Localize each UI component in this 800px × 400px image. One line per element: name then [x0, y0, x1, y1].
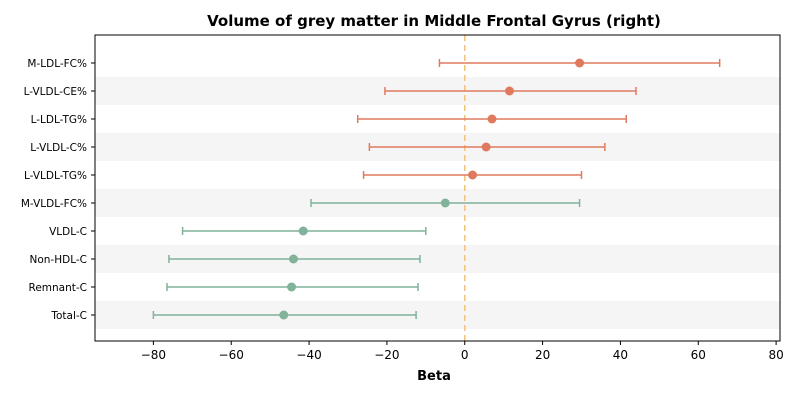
y-tick-label: Non-HDL-C: [30, 254, 88, 266]
estimate-row: [384, 86, 637, 96]
estimate-row: [166, 282, 419, 292]
y-tick-label: Total-C: [50, 310, 87, 322]
point-estimate: [468, 170, 478, 180]
x-tick-label: −20: [374, 348, 399, 362]
point-estimate: [440, 198, 450, 208]
estimate-row: [368, 142, 606, 152]
y-tick-label: Remnant-C: [29, 282, 88, 294]
x-axis: −80 −60 −40 −20 0 20 40 60 80: [141, 341, 784, 362]
point-estimate: [487, 114, 497, 124]
estimate-row: [356, 114, 628, 124]
y-tick-label: VLDL-C: [49, 226, 87, 238]
plot-frame: [94, 34, 781, 342]
estimate-row: [438, 58, 721, 68]
y-tick-label: L-VLDL-C%: [30, 142, 87, 154]
point-estimate: [298, 226, 308, 236]
estimate-row: [310, 198, 581, 208]
x-tick-label: 60: [691, 348, 706, 362]
estimate-row: [168, 254, 421, 264]
x-tick-label: 0: [461, 348, 469, 362]
point-estimate: [288, 254, 298, 264]
estimate-row: [152, 310, 417, 320]
y-tick-label: L-VLDL-CE%: [24, 86, 87, 98]
estimate-rows: [152, 58, 721, 320]
estimate-row: [362, 170, 583, 180]
y-axis: M-LDL-FC% L-VLDL-CE% L-LDL-TG% L-VLDL-C% L-V…: [21, 58, 95, 322]
point-estimate: [279, 310, 289, 320]
x-tick-label: 40: [613, 348, 628, 362]
y-tick-label: M-LDL-FC%: [27, 58, 87, 70]
estimate-row: [181, 226, 427, 236]
y-tick-label: L-LDL-TG%: [31, 114, 87, 126]
x-tick-label: 80: [768, 348, 783, 362]
point-estimate: [287, 282, 297, 292]
x-tick-label: −80: [141, 348, 166, 362]
chart-title: Volume of grey matter in Middle Frontal …: [207, 12, 661, 30]
x-tick-label: −40: [296, 348, 321, 362]
point-estimate: [575, 58, 585, 68]
point-estimate: [505, 86, 515, 96]
point-estimate: [481, 142, 491, 152]
y-tick-label: L-VLDL-TG%: [24, 170, 87, 182]
x-tick-label: 20: [535, 348, 550, 362]
x-tick-label: −60: [219, 348, 244, 362]
x-axis-label: Beta: [417, 369, 451, 384]
y-tick-label: M-VLDL-FC%: [21, 198, 87, 210]
